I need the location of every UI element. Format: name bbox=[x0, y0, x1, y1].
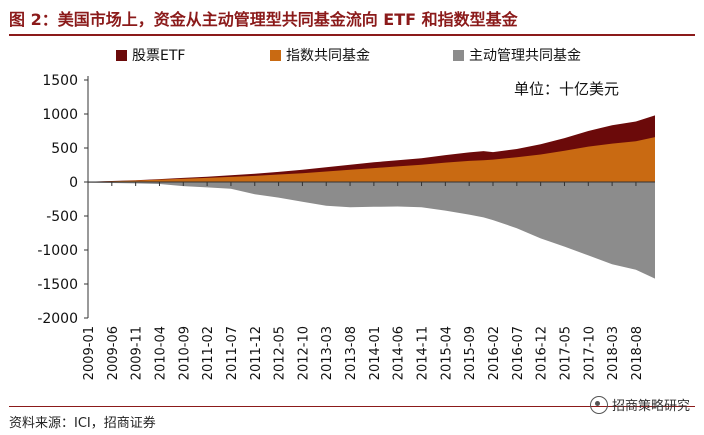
x-tick-label: 2010-04 bbox=[154, 326, 169, 380]
x-tick-label: 2012-05 bbox=[273, 326, 288, 380]
x-tick-label: 2014-11 bbox=[416, 326, 431, 380]
area-index-funds bbox=[88, 137, 655, 182]
x-tick-label: 2010-09 bbox=[177, 326, 192, 380]
area-active-funds bbox=[88, 182, 655, 279]
watermark: 招商策略研究 bbox=[589, 395, 690, 414]
y-tick-label: 1500 bbox=[42, 73, 78, 89]
y-tick-label: -1500 bbox=[37, 277, 78, 293]
title-rule bbox=[9, 34, 695, 36]
legend-item-active: 主动管理共同基金 bbox=[453, 45, 581, 65]
y-tick-label: -1000 bbox=[37, 243, 78, 259]
y-axis: 1500 1000 500 0 -500 -1000 -1500 -2000 bbox=[37, 73, 89, 327]
x-tick-label: 2016-02 bbox=[487, 326, 502, 380]
source-note: 资料来源：ICI，招商证券 bbox=[9, 416, 156, 431]
x-tick-label: 2017-05 bbox=[559, 326, 574, 380]
watermark-text: 招商策略研究 bbox=[611, 399, 690, 414]
x-tick-label: 2013-08 bbox=[344, 326, 359, 380]
x-tick-label: 2015-04 bbox=[439, 326, 454, 380]
legend-swatch-active bbox=[453, 49, 464, 61]
x-tick-label: 2015-09 bbox=[463, 326, 478, 380]
x-tick-label: 2013-03 bbox=[320, 326, 335, 380]
source-rule bbox=[9, 406, 695, 407]
legend-label-etf: 股票ETF bbox=[132, 48, 186, 64]
chart-title: 图 2：美国市场上，资金从主动管理型共同基金流向 ETF 和指数型基金 bbox=[9, 10, 518, 29]
x-tick-label: 2009-01 bbox=[82, 326, 97, 380]
x-tick-label: 2009-11 bbox=[130, 326, 145, 380]
x-tick-label: 2012-10 bbox=[296, 326, 311, 380]
y-tick-label: 1000 bbox=[42, 107, 78, 123]
x-tick-label: 2016-12 bbox=[535, 326, 550, 380]
unit-label: 单位：十亿美元 bbox=[514, 80, 620, 98]
y-tick-label: -500 bbox=[46, 209, 78, 225]
legend-item-etf: 股票ETF bbox=[116, 45, 185, 65]
x-tick-label: 2011-02 bbox=[201, 326, 216, 380]
x-tick-label: 2011-12 bbox=[249, 326, 264, 380]
x-tick-label: 2011-07 bbox=[225, 326, 240, 380]
series-areas bbox=[88, 115, 655, 279]
y-tick-label: 500 bbox=[51, 141, 78, 157]
x-tick-label: 2018-03 bbox=[606, 326, 621, 380]
x-tick-label: 2009-06 bbox=[106, 326, 121, 380]
x-tick-label: 2017-10 bbox=[582, 326, 597, 380]
wechat-icon bbox=[589, 395, 608, 414]
x-tick-label: 2018-08 bbox=[630, 326, 645, 380]
x-tick-label: 2016-07 bbox=[511, 326, 526, 380]
legend-label-active: 主动管理共同基金 bbox=[469, 48, 581, 64]
y-tick-label: -2000 bbox=[37, 311, 78, 327]
legend-item-index: 指数共同基金 bbox=[270, 45, 370, 65]
x-tick-label: 2014-06 bbox=[392, 326, 407, 380]
y-tick-label: 0 bbox=[69, 175, 78, 191]
legend-swatch-etf bbox=[116, 49, 127, 61]
legend-swatch-index bbox=[270, 49, 281, 61]
x-axis: 2009-01 2009-06 2009-11 2010-04 2010-09 2011-… bbox=[82, 181, 655, 380]
x-tick-label: 2014-01 bbox=[368, 326, 383, 380]
legend-label-index: 指数共同基金 bbox=[286, 48, 370, 64]
